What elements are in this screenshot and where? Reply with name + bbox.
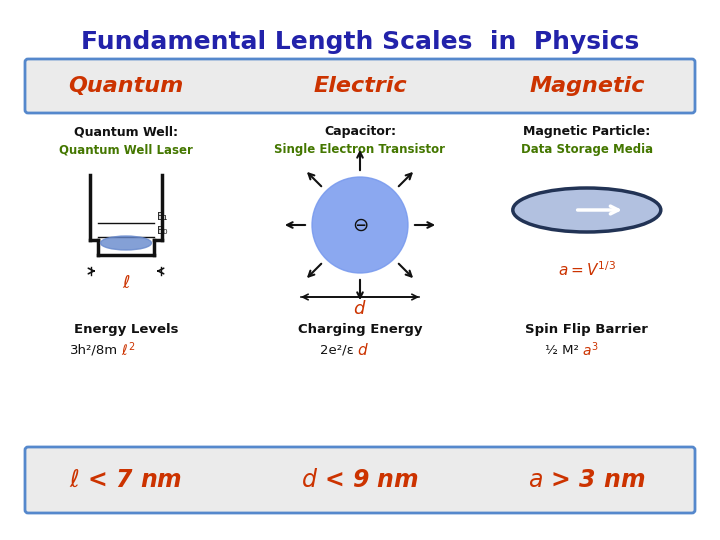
FancyBboxPatch shape (25, 59, 695, 113)
Text: Quantum Well:: Quantum Well: (74, 125, 178, 138)
Text: E₁: E₁ (156, 212, 168, 222)
Text: ⊖: ⊖ (352, 215, 368, 234)
Text: Energy Levels: Energy Levels (73, 323, 179, 336)
Ellipse shape (101, 236, 151, 250)
Text: $\ell$: $\ell$ (122, 274, 130, 292)
Ellipse shape (312, 177, 408, 273)
Text: Data Storage Media: Data Storage Media (521, 144, 653, 157)
Text: $a = V^{1/3}$: $a = V^{1/3}$ (558, 260, 616, 279)
Text: $\ell^2$: $\ell^2$ (121, 341, 135, 359)
Text: $d$: $d$ (357, 342, 369, 358)
Text: 2e²/ε: 2e²/ε (320, 343, 354, 356)
Text: Magnetic Particle:: Magnetic Particle: (523, 125, 650, 138)
Text: Fundamental Length Scales  in  Physics: Fundamental Length Scales in Physics (81, 30, 639, 54)
Text: Electric: Electric (313, 76, 407, 96)
Text: Single Electron Transistor: Single Electron Transistor (274, 144, 446, 157)
Text: E₀: E₀ (156, 226, 168, 236)
Ellipse shape (513, 188, 661, 232)
Text: Magnetic: Magnetic (529, 76, 644, 96)
Text: Quantum: Quantum (68, 76, 184, 96)
Text: Capacitor:: Capacitor: (324, 125, 396, 138)
Text: $\it\ell$ < 7 nm: $\it\ell$ < 7 nm (69, 468, 183, 492)
Text: 3h²/8m: 3h²/8m (70, 343, 118, 356)
Text: ½ M²: ½ M² (545, 343, 579, 356)
Text: Quantum Well Laser: Quantum Well Laser (59, 144, 193, 157)
Text: Spin Flip Barrier: Spin Flip Barrier (526, 323, 648, 336)
FancyBboxPatch shape (25, 447, 695, 513)
Text: Charging Energy: Charging Energy (298, 323, 422, 336)
Text: $d$: $d$ (354, 300, 366, 318)
Text: $\it{d}$ < 9 nm: $\it{d}$ < 9 nm (301, 468, 419, 492)
Text: $\it{a}$ > 3 nm: $\it{a}$ > 3 nm (528, 468, 646, 492)
Text: $a^3$: $a^3$ (582, 341, 598, 359)
